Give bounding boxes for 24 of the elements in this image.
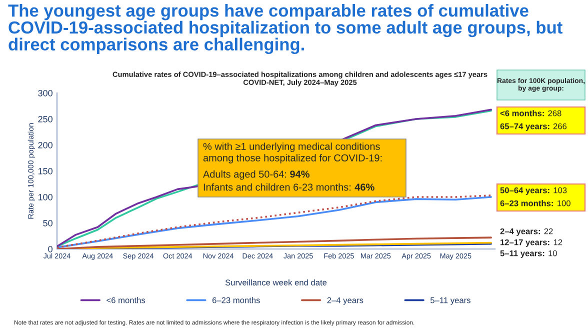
text: 12–17 years: 12 [500, 239, 562, 247]
text: 6–23 months: 100 [500, 200, 570, 206]
legend-label: 2–4 years [327, 297, 364, 305]
legend-label: 6–23 months [212, 297, 260, 304]
text: 5–11 years: 10 [500, 250, 557, 258]
x-axis-title: Surveillance week end date [225, 279, 327, 286]
annotation: Infants and children 6-23 months: 46% [204, 183, 374, 191]
line-series [57, 236, 492, 249]
y-tick-label: 200 [38, 142, 52, 148]
text: 65–74 years: 266 [500, 123, 567, 131]
y-tick-label: 50 [43, 220, 52, 226]
text: 2–4 years: 22 [500, 228, 553, 236]
text: 50–64 years: 103 [500, 187, 567, 195]
text: <6 months: 268 [500, 110, 562, 116]
y-tick-label: 300 [38, 90, 52, 96]
y-tick-label: 0 [48, 246, 52, 252]
chart-title: The youngest age groups have comparable rates of cumulative COVID-19-associated hospitalization to some adult age groups, but direct comparisons are challenging. [8, 4, 562, 54]
annotation: Adults aged 50-64: 94% [203, 170, 310, 180]
y-tick-label: 250 [38, 116, 52, 122]
legend-label: <6 months [106, 297, 146, 304]
legend-label: 5–11 years [430, 297, 470, 305]
annotation: % with ≥1 underlying medical conditions among those hospitalized for COVID-19: [203, 142, 382, 164]
y-tick-label: 150 [38, 168, 52, 174]
y-tick-label: 100 [38, 194, 52, 200]
